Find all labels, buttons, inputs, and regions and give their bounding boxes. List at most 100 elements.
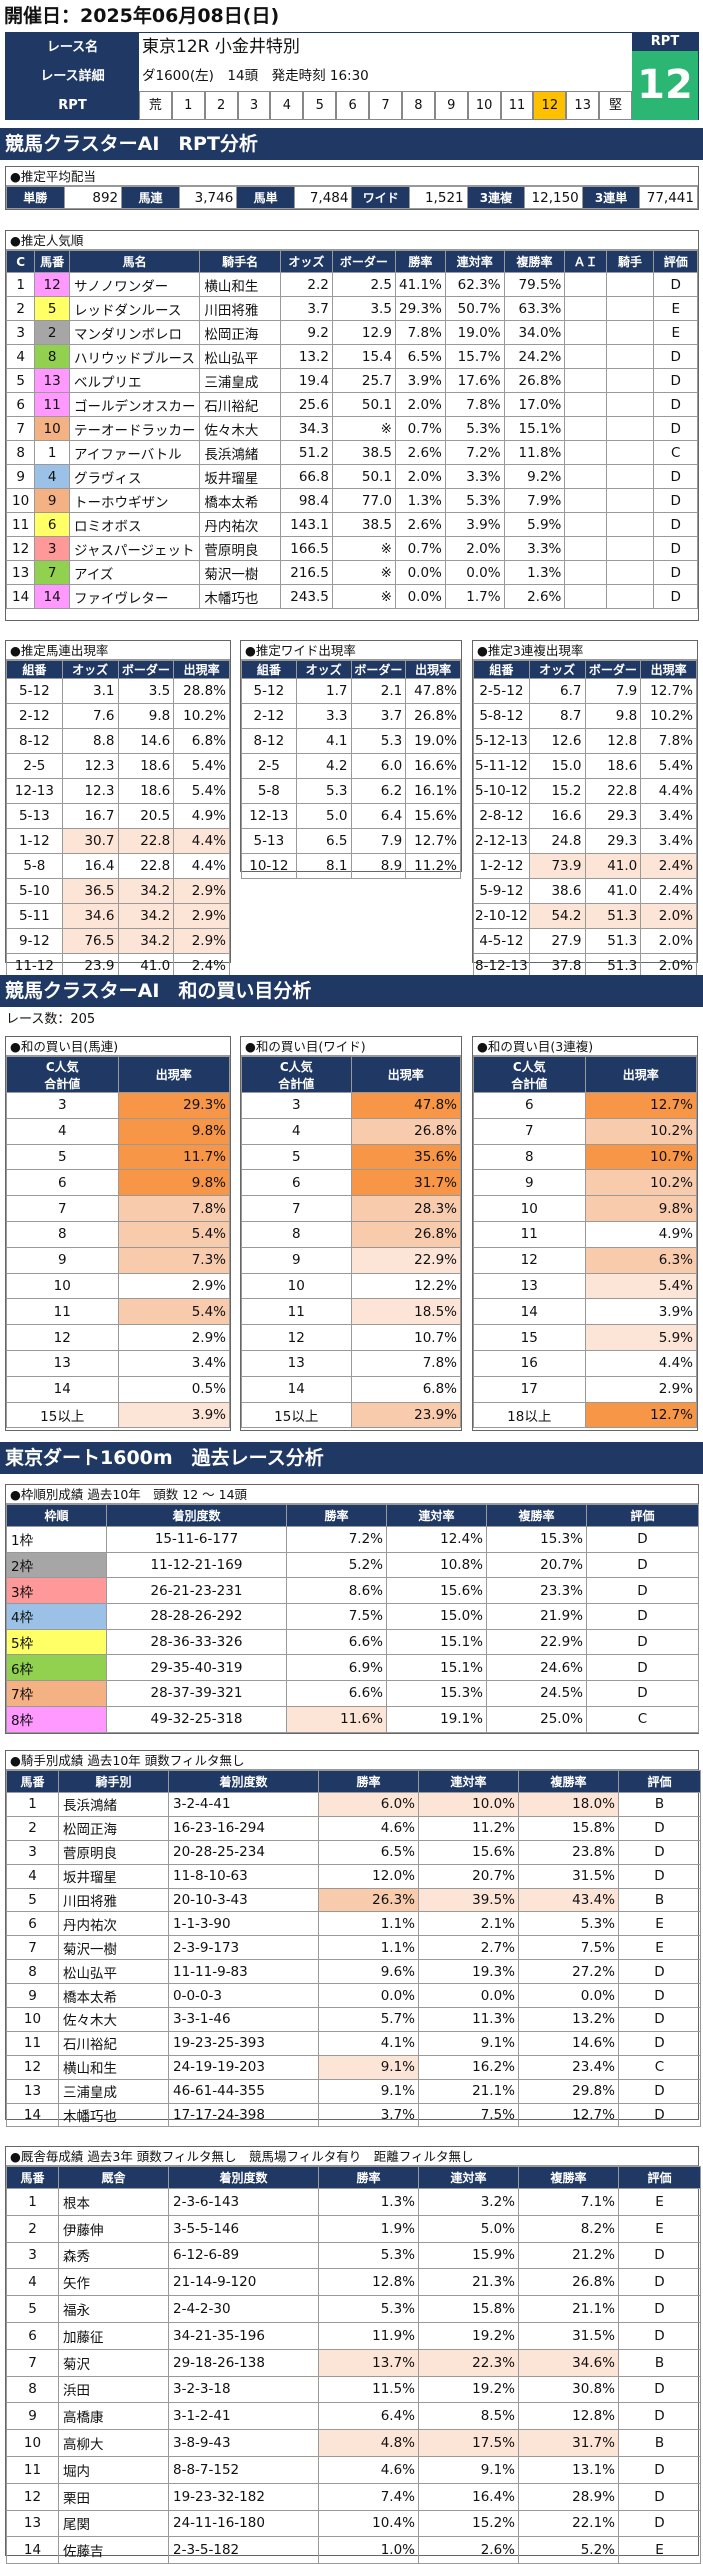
trainer-cell: 11.9% <box>318 2321 419 2350</box>
trainer-cell: 5.2% <box>518 2536 619 2564</box>
frame-cell: 7枠 <box>6 1680 107 1707</box>
mini-cell: 8.7 <box>528 703 586 729</box>
trainer-cell: 2 <box>6 2214 59 2243</box>
mini-cell: 22.8 <box>117 828 175 854</box>
sum-cell-rate: 29.3% <box>117 1092 230 1119</box>
frame-cell: 8.6% <box>286 1577 387 1605</box>
popularity-cell: 松山弘平 <box>199 344 281 369</box>
popularity-cell: 3 <box>5 320 36 345</box>
sum-cell-c: 10 <box>241 1272 352 1300</box>
popularity-cell <box>564 392 607 417</box>
sum-row: 8 5.4% <box>6 1220 230 1248</box>
sum-cell-rate: 11.7% <box>117 1143 230 1171</box>
avg-payout-value: 892 <box>63 186 123 209</box>
mini-row: 2-5 4.2 6.0 16.6% <box>241 753 461 779</box>
popularity-cell <box>605 416 655 441</box>
mini-row: 2-12-13 24.8 29.3 3.4% <box>473 828 697 854</box>
jockey-cell: 1 <box>6 1792 59 1817</box>
mini-header: ボーダー <box>117 660 175 679</box>
frame-cell: 5.2% <box>286 1551 387 1579</box>
jockey-cell: 1-1-3-90 <box>168 1911 319 1937</box>
mini-cell: 2.4% <box>640 853 697 879</box>
mini-cell: 73.9 <box>528 853 586 879</box>
sum-row: 6 9.8% <box>6 1169 230 1197</box>
popularity-cell: 2.0% <box>394 464 446 489</box>
mini-header: オッズ <box>295 660 352 679</box>
frame-cell: 4枠 <box>6 1603 107 1630</box>
popularity-cell: ロミオボス <box>68 512 201 537</box>
popularity-header: 勝率 <box>394 250 446 273</box>
mini-cell: 4.4% <box>173 853 230 879</box>
avg-payout-panel: ●推定平均配当 単勝 892 馬連 3,746 馬単 7,484 ワイド 1,521 3連複 12… <box>5 166 699 210</box>
mini-row: 5-11-12 15.0 18.6 5.4% <box>473 753 697 779</box>
sum-cell-c: 12 <box>473 1246 586 1274</box>
race-detail-label: レース詳細 <box>6 62 139 91</box>
popularity-cell: マンダリンボレロ <box>68 320 201 345</box>
trainer-cell: 3-8-9-43 <box>168 2429 319 2457</box>
popularity-cell <box>564 272 607 297</box>
jockey-header: 馬番 <box>6 1770 59 1793</box>
jockey-cell: 5.7% <box>318 2007 419 2032</box>
frame-cell: D <box>586 1654 699 1682</box>
trainer-cell: 栗田 <box>58 2482 169 2511</box>
trainer-cell: D <box>618 2241 701 2270</box>
sum-row: 11 18.5% <box>241 1298 461 1326</box>
popularity-cell: 1.7% <box>444 584 505 609</box>
trainer-header: 着別度数 <box>168 2166 319 2189</box>
mini-cell: 8-12 <box>6 728 63 754</box>
frame-cell: 12.4% <box>386 1526 487 1553</box>
race-detail: ダ1600(左) 14頭 発走時刻 16:30 <box>142 68 369 84</box>
sum-cell-rate: 9.8% <box>584 1195 697 1222</box>
mini-cell: 9.8 <box>117 703 175 729</box>
sum-sanren-panel: ●和の買い目(3連複) C人気 合計値 出現率 6 12.7% 7 10.2% 8 10.7%… <box>472 1036 698 1431</box>
frame-cell: 6.9% <box>286 1654 387 1682</box>
mini-header-row: 組番 オッズ ボーダー 出現率 <box>241 660 461 679</box>
mini-header: 出現率 <box>173 660 230 679</box>
trainer-cell: 26.8% <box>518 2268 619 2297</box>
popularity-cell: 5.3% <box>444 488 505 513</box>
mini-row: 8-12-13 37.8 51.3 2.0% <box>473 953 697 979</box>
trainer-cell: 12 <box>6 2482 59 2511</box>
trainer-cell: 8.5% <box>418 2402 519 2431</box>
mini-row: 8-12 8.8 14.6 6.8% <box>6 728 230 754</box>
jockey-cell: 0-0-0-3 <box>168 1983 319 2009</box>
sum-row: 12 2.9% <box>6 1324 230 1351</box>
popularity-row: 3 2 マンダリンボレロ 松岡正海 9.2 12.9 7.8% 19.0% 34.0% E <box>5 320 698 345</box>
mini-cell: 12.8 <box>584 728 642 754</box>
jockey-cell: 13 <box>6 2078 59 2104</box>
sum-row: 9 10.2% <box>473 1169 697 1197</box>
rpt-scale-cell: 10 <box>467 91 501 120</box>
trainer-cell: 6-12-6-89 <box>168 2241 319 2270</box>
race-date: 開催日：2025年06月08日(日) <box>4 5 280 27</box>
trainer-cell: D <box>618 2268 701 2297</box>
trainer-cell: 21-14-9-120 <box>168 2268 319 2297</box>
frame-cell: D <box>586 1628 699 1656</box>
popularity-cell: 2 <box>34 320 70 345</box>
trainer-header: 馬番 <box>6 2166 59 2189</box>
mini-cell: 34.6 <box>61 903 119 929</box>
sum-row: 10 12.2% <box>241 1272 461 1300</box>
mini-cell: 5-11 <box>6 903 63 929</box>
sum-cell-c: 6 <box>241 1169 352 1197</box>
mini-header: 出現率 <box>640 660 697 679</box>
trainer-header: 連対率 <box>418 2166 519 2189</box>
sum-cell-rate: 22.9% <box>350 1246 461 1274</box>
mini-cell: 3.3 <box>295 703 352 729</box>
trainer-cell: 4 <box>6 2268 59 2297</box>
trainer-cell: 福永 <box>58 2295 169 2323</box>
mini-cell: 3.4% <box>640 828 697 854</box>
sum-row: 3 47.8% <box>241 1092 461 1119</box>
mini-cell: 2.9% <box>173 878 230 904</box>
avg-payout-label: 馬単 <box>236 186 295 209</box>
sum-header-row: C人気 合計値 出現率 <box>473 1056 697 1093</box>
popularity-cell: 7.9% <box>503 488 566 513</box>
trainer-cell: 9 <box>6 2402 59 2431</box>
sum-wide-panel: ●和の買い目(ワイド) C人気 合計値 出現率 3 47.8% 4 26.8% 5 35.6%… <box>240 1036 462 1431</box>
popularity-cell: アイファーバトル <box>68 440 201 465</box>
popularity-cell: D <box>653 560 698 585</box>
frame-cell: 23.3% <box>486 1577 587 1605</box>
jockey-cell: 松山弘平 <box>58 1959 169 1985</box>
mini-cell: 2.9% <box>173 928 230 954</box>
popularity-cell <box>564 512 607 537</box>
popularity-cell: 3.5 <box>331 296 396 321</box>
